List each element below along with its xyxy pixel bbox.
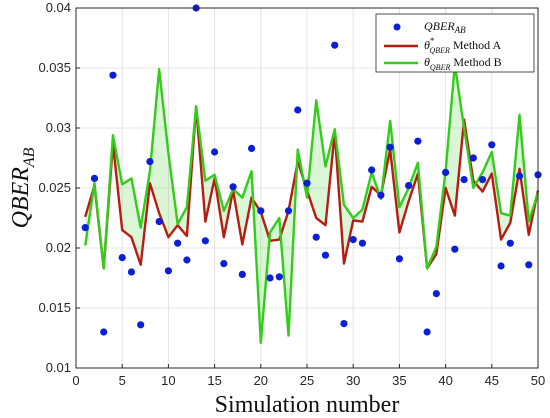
x-tick-label: 45	[485, 373, 499, 388]
series-line-method-b	[84, 63, 540, 344]
scatter-point	[395, 255, 403, 263]
y-tick-label: 0.01	[46, 360, 71, 375]
scatter-point	[137, 321, 145, 329]
scatter-point	[368, 166, 376, 174]
scatter-point	[174, 239, 182, 247]
scatter-points	[81, 4, 542, 336]
x-tick-label: 30	[346, 373, 360, 388]
scatter-point	[497, 262, 505, 270]
scatter-point	[405, 182, 413, 190]
scatter-point	[488, 141, 496, 149]
scatter-point	[247, 144, 256, 152]
legend-marker-qber	[393, 23, 401, 31]
x-tick-label: 35	[392, 373, 406, 388]
series-layer	[84, 63, 540, 344]
scatter-point	[442, 168, 450, 176]
scatter-point	[229, 183, 237, 191]
scatter-point	[109, 71, 117, 79]
y-axis-title-sub: AB	[21, 147, 38, 168]
y-tick-label: 0.015	[38, 300, 71, 315]
scatter-point	[312, 233, 320, 241]
scatter-point	[451, 245, 459, 253]
x-tick-label: 0	[72, 373, 79, 388]
scatter-point	[321, 251, 330, 259]
legend: QBERAB θ* QBER Method A θQBER Method B	[375, 13, 535, 73]
scatter-point	[377, 191, 385, 199]
x-axis-title: Simulation number	[215, 392, 400, 418]
y-axis-ticks: 0.01 0.015 0.02 0.025 0.03 0.035 0.04	[38, 0, 80, 375]
y-axis-title-base: QBER	[8, 167, 34, 229]
scatter-point	[155, 218, 163, 226]
x-axis-ticks: 0 5 10 15 20 25 30 35 40 45 50	[72, 364, 545, 388]
y-tick-label: 0.035	[38, 60, 71, 75]
scatter-point	[469, 154, 477, 162]
scatter-point	[211, 148, 219, 156]
legend-label-method-b: θQBER Method B	[424, 55, 502, 72]
x-tick-label: 25	[300, 373, 314, 388]
scatter-point	[340, 320, 348, 328]
scatter-point	[284, 207, 293, 215]
scatter-point	[358, 239, 367, 247]
x-tick-label: 5	[119, 373, 126, 388]
x-tick-label: 20	[254, 373, 268, 388]
legend-label-method-a: θ* QBER Method A	[424, 36, 502, 55]
scatter-point	[386, 143, 394, 151]
y-tick-label: 0.02	[46, 240, 71, 255]
scatter-point	[506, 239, 514, 247]
scatter-point	[294, 106, 302, 114]
scatter-point	[266, 274, 274, 282]
y-axis-title: QBERAB	[8, 147, 38, 228]
scatter-point	[525, 261, 533, 269]
scatter-point	[164, 267, 172, 275]
scatter-point	[183, 256, 191, 264]
y-tick-label: 0.04	[46, 0, 71, 15]
scatter-point	[423, 328, 431, 336]
scatter-point	[414, 137, 422, 145]
x-tick-label: 10	[161, 373, 175, 388]
scatter-point	[118, 254, 126, 262]
scatter-point	[303, 179, 311, 187]
scatter-point	[331, 41, 339, 49]
y-tick-label: 0.025	[38, 180, 71, 195]
scatter-point	[257, 207, 265, 215]
x-tick-label: 50	[531, 373, 545, 388]
scatter-point	[146, 158, 154, 166]
scatter-point	[515, 172, 524, 180]
scatter-point	[201, 237, 209, 245]
scatter-point	[100, 328, 108, 336]
scatter-point	[81, 224, 89, 232]
scatter-point	[460, 176, 468, 184]
scatter-point	[90, 174, 99, 182]
scatter-point	[478, 176, 487, 184]
series-line-method-a	[84, 105, 540, 270]
x-tick-label: 40	[438, 373, 452, 388]
x-tick-label: 15	[207, 373, 221, 388]
legend-label-qber: QBERAB	[424, 19, 466, 35]
scatter-point	[127, 268, 136, 276]
scatter-point	[349, 236, 357, 244]
scatter-point	[275, 273, 283, 281]
y-tick-label: 0.03	[46, 120, 71, 135]
scatter-point	[220, 260, 228, 268]
scatter-point	[432, 290, 440, 298]
scatter-point	[238, 270, 246, 278]
